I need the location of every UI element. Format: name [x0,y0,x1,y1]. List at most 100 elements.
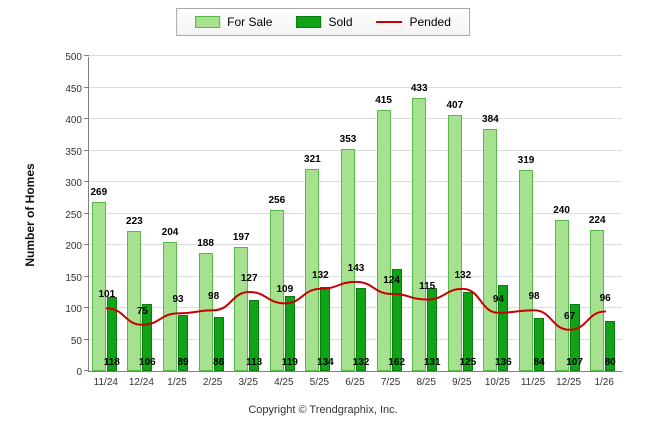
for-sale-value-label: 433 [410,83,428,95]
sold-bar [356,287,366,371]
for-sale-value-label: 240 [553,204,570,216]
plot-area: 269 118 101 223 106 75 204 89 93 188 86 98 197 113 127… [84,55,622,372]
sold-bar [427,288,438,371]
sold-bar [462,292,473,371]
sold-value-label: 113 [246,357,263,368]
gridline [89,55,622,56]
x-axis-tick-label: 11/24 [93,377,118,388]
pended-value-label: 101 [98,289,116,301]
x-axis-tick-label: 11/25 [520,377,546,388]
sold-bar [106,296,117,371]
for-sale-bar [91,201,106,371]
sold-value-label: 84 [533,357,545,368]
pended-line [105,280,607,331]
y-axis-tickmark [84,181,89,182]
pended-value-label: 98 [528,291,540,303]
y-axis-tick-label: 150 [65,272,82,284]
for-sale-bar [127,230,142,371]
sold-value-label: 134 [317,357,334,368]
y-axis-tick-label: 500 [65,52,82,63]
sold-bar [142,304,153,371]
gridline [89,118,622,119]
for-sale-value-label: 321 [304,153,321,165]
x-axis: 11/24 12/24 1/25 2/25 3/25 4/25 5/25 6/25 7/25 8/… [88,377,622,391]
pended-value-label: 94 [492,293,504,305]
gridline [89,275,622,277]
pended-value-label: 98 [208,291,220,303]
for-sale-bar [519,170,533,371]
for-sale-bar [483,129,498,371]
legend-item-pended: Pended [376,15,451,29]
sold-value-label: 131 [423,357,441,368]
pended-value-label: 109 [276,284,294,296]
sold-bar [249,299,260,371]
y-axis-tickmark [84,338,89,340]
sold-value-label: 132 [352,357,370,368]
x-axis-tick-label: 1/26 [594,377,614,388]
for-sale-bar [412,98,427,371]
x-axis-tick-label: 4/25 [274,377,294,388]
for-sale-value-label: 407 [446,99,464,111]
y-axis-tick-label: 100 [65,304,82,315]
sold-bar [284,296,295,371]
sold-bar [320,286,331,371]
sold-bar [569,303,580,371]
pended-value-label: 93 [172,294,184,306]
legend-label-for-sale: For Sale [227,15,273,29]
y-axis-tickmark [84,86,89,88]
x-axis-tick-label: 8/25 [416,377,436,388]
for-sale-value-label: 269 [90,186,108,198]
for-sale-bar [447,114,462,371]
sold-bar [498,285,509,371]
pended-value-label: 132 [312,269,329,281]
gridline [89,244,622,245]
pended-value-label: 143 [347,262,365,274]
y-axis-tickmark [84,55,89,56]
for-sale-bar [305,168,320,371]
y-axis-tickmark [84,118,89,119]
y-axis-tickmark [84,370,89,371]
y-axis: 0 50 100 150 200 250 300 350 400 450 500 [0,52,84,378]
pended-value-label: 75 [136,305,148,317]
for-sale-value-label: 384 [482,114,499,126]
x-axis-tick-label: 3/25 [238,377,258,388]
sold-value-label: 89 [177,357,189,368]
for-sale-value-label: 197 [232,231,250,243]
y-axis-tick-label: 350 [65,146,82,158]
y-axis-tick-label: 0 [76,367,82,378]
pended-value-label: 115 [419,280,436,292]
for-sale-value-label: 353 [339,133,357,145]
sold-value-label: 107 [566,357,583,368]
x-axis-tick-label: 10/25 [484,377,510,388]
pended-value-label: 124 [383,274,400,286]
x-axis-tick-label: 7/25 [380,377,401,388]
sold-value-label: 162 [388,357,405,368]
x-axis-tick-label: 1/25 [167,377,187,388]
gridline [89,149,622,151]
x-axis-tick-label: 9/25 [452,377,472,388]
for-sale-bar [376,109,391,371]
for-sale-bar [269,209,284,371]
for-sale-bar [234,246,249,371]
gridline [89,307,622,308]
y-axis-tickmark [84,149,89,151]
for-sale-value-label: 415 [375,94,392,106]
gridline [89,338,622,340]
sold-bar [213,316,224,371]
pended-line-path [105,280,607,331]
for-sale-bar [590,229,605,371]
legend-label-sold: Sold [328,15,353,29]
for-sale-value-label: 319 [517,155,535,167]
y-axis-tick-label: 50 [70,335,82,347]
sold-value-label: 125 [459,357,477,368]
pended-line-swatch-icon [376,21,403,23]
for-sale-bar [341,148,355,371]
pended-value-label: 96 [599,292,611,304]
legend: For Sale Sold Pended [176,8,470,36]
sold-bar [534,318,544,371]
gridline [89,212,622,214]
for-sale-value-label: 204 [161,227,179,239]
y-axis-tick-label: 300 [65,178,82,189]
pended-value-label: 127 [240,273,258,284]
